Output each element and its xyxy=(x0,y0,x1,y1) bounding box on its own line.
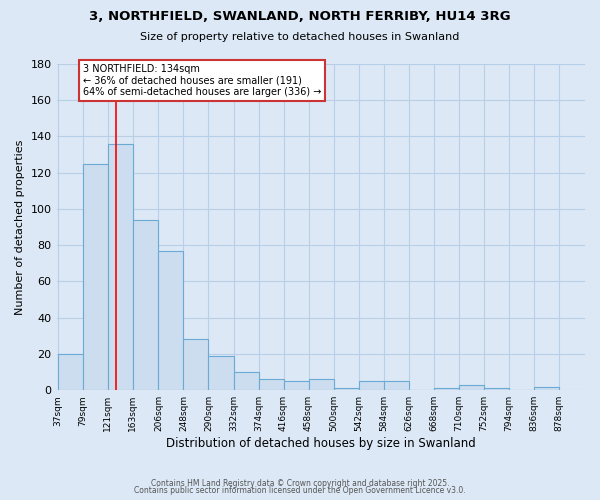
Bar xyxy=(308,380,334,390)
Bar xyxy=(359,381,383,390)
Bar xyxy=(534,386,559,390)
Bar xyxy=(284,381,308,390)
Bar xyxy=(158,250,184,390)
Bar xyxy=(484,388,509,390)
Text: 3 NORTHFIELD: 134sqm
← 36% of detached houses are smaller (191)
64% of semi-deta: 3 NORTHFIELD: 134sqm ← 36% of detached h… xyxy=(83,64,321,97)
Bar xyxy=(184,340,208,390)
Bar xyxy=(334,388,359,390)
Text: Contains public sector information licensed under the Open Government Licence v3: Contains public sector information licen… xyxy=(134,486,466,495)
Bar xyxy=(233,372,259,390)
Text: Contains HM Land Registry data © Crown copyright and database right 2025.: Contains HM Land Registry data © Crown c… xyxy=(151,478,449,488)
Bar xyxy=(58,354,83,390)
Text: 3, NORTHFIELD, SWANLAND, NORTH FERRIBY, HU14 3RG: 3, NORTHFIELD, SWANLAND, NORTH FERRIBY, … xyxy=(89,10,511,23)
Bar xyxy=(83,164,108,390)
Y-axis label: Number of detached properties: Number of detached properties xyxy=(15,140,25,315)
Bar xyxy=(383,381,409,390)
Bar xyxy=(259,380,284,390)
Bar xyxy=(458,385,484,390)
Bar xyxy=(208,356,233,390)
Bar xyxy=(108,144,133,390)
Bar xyxy=(133,220,158,390)
Text: Size of property relative to detached houses in Swanland: Size of property relative to detached ho… xyxy=(140,32,460,42)
X-axis label: Distribution of detached houses by size in Swanland: Distribution of detached houses by size … xyxy=(166,437,476,450)
Bar xyxy=(434,388,458,390)
